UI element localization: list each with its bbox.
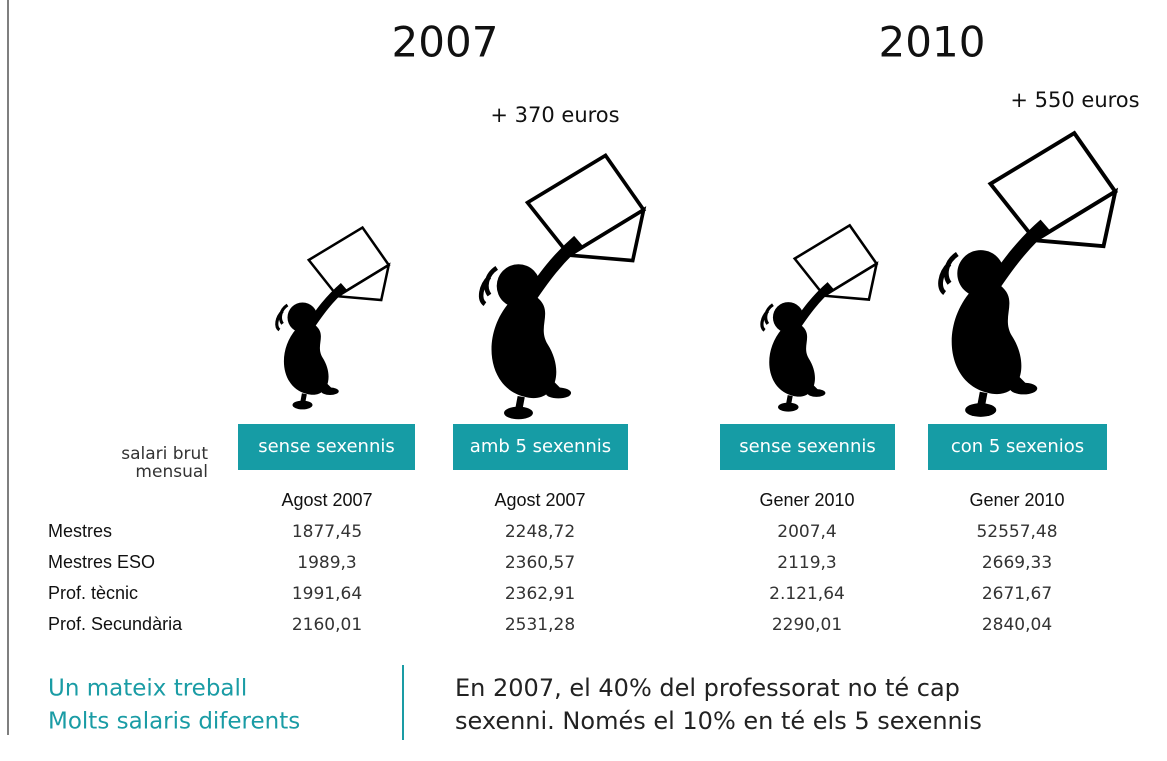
table-cell: 2671,67 — [982, 584, 1052, 604]
category-label: con 5 sexenios — [951, 436, 1084, 457]
row-label: Mestres ESO — [48, 552, 155, 572]
table-cell: 2119,3 — [777, 553, 836, 573]
column-header: Agost 2007 — [281, 490, 372, 510]
table-cell: 2362,91 — [505, 584, 575, 604]
category-label: sense sexennis — [739, 436, 876, 457]
year-title: 2007 — [392, 18, 499, 67]
column-header: Gener 2010 — [759, 490, 854, 510]
category-label: amb 5 sexennis — [470, 436, 611, 457]
category-label: sense sexennis — [258, 436, 395, 457]
side-label: salari brut — [121, 444, 208, 464]
footer-right: En 2007, el 40% del professorat no té ca… — [455, 674, 960, 702]
table-cell: 2248,72 — [505, 522, 575, 542]
year-title: 2010 — [879, 18, 986, 67]
increment-label: + 550 euros — [1010, 88, 1139, 112]
row-label: Prof. Secundària — [48, 614, 183, 634]
table-cell: 2.121,64 — [769, 584, 845, 604]
table-cell: 2160,01 — [292, 615, 362, 635]
footer-right: sexenni. Només el 10% en té els 5 sexenn… — [455, 707, 982, 735]
figure — [277, 228, 389, 410]
table-cell: 2840,04 — [982, 615, 1052, 635]
table-cell: 2531,28 — [505, 615, 575, 635]
column-header: Agost 2007 — [494, 490, 585, 510]
table-cell: 52557,48 — [976, 522, 1057, 542]
figure — [481, 155, 643, 419]
infographic: 2007 2010 + 370 euros + 550 euros salari bru… — [0, 0, 1167, 761]
column-header: Gener 2010 — [969, 490, 1064, 510]
table-cell: 2669,33 — [982, 553, 1052, 573]
table-cell: 2290,01 — [772, 615, 842, 635]
row-label: Prof. tècnic — [48, 583, 138, 603]
figure — [941, 133, 1116, 417]
table-cell: 1877,45 — [292, 522, 362, 542]
table-cell: 2360,57 — [505, 553, 575, 573]
side-label: mensual — [135, 462, 208, 482]
figure — [762, 225, 877, 411]
footer-left: Un mateix treball — [48, 676, 247, 702]
table-cell: 2007,4 — [777, 522, 836, 542]
increment-label: + 370 euros — [490, 103, 619, 127]
table-cell: 1991,64 — [292, 584, 362, 604]
row-label: Mestres — [48, 521, 112, 541]
footer-left: Molts salaris diferents — [48, 709, 300, 735]
table-cell: 1989,3 — [297, 553, 356, 573]
